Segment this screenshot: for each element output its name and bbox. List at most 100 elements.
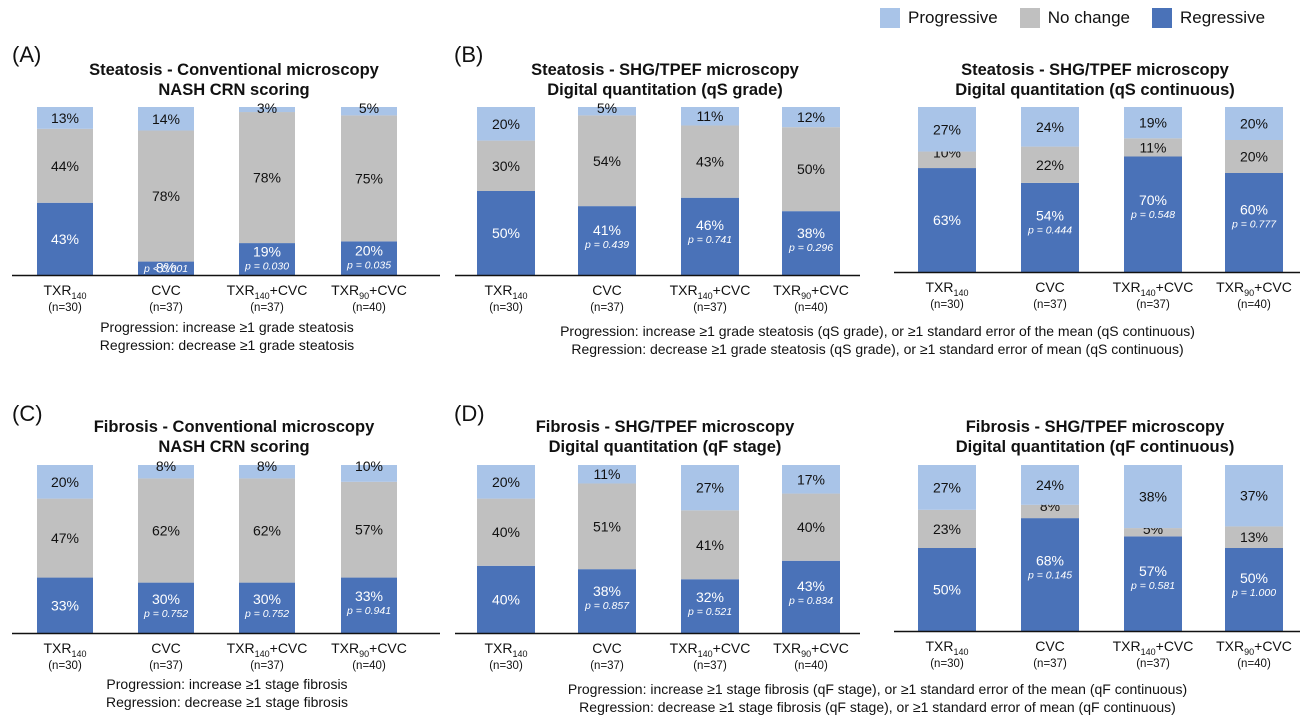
tick-label-n: (n=40) xyxy=(1237,658,1271,670)
bar-segment-no-change xyxy=(477,498,535,566)
bar-segment-no-change xyxy=(681,510,739,580)
chart-a1-title: Steatosis - Conventional microscopy NASH… xyxy=(44,60,424,100)
bar-segment-no-change xyxy=(477,140,535,191)
data-label: 41% xyxy=(593,222,621,238)
tick-label-n: (n=37) xyxy=(250,660,284,672)
bar-segment-regressive xyxy=(1021,518,1079,631)
data-label: 19% xyxy=(253,243,281,259)
footnote-a-progression: Progression: increase ≥1 grade steatosis xyxy=(100,319,354,335)
bar-segment-no-change xyxy=(341,115,397,242)
tick-label: CVC xyxy=(151,282,181,298)
bar-segment-no-change xyxy=(1021,504,1079,519)
bar-segment-progressive xyxy=(37,465,93,499)
chart-b2-title-line-2: Digital quantitation (qS continuous) xyxy=(955,81,1235,99)
chart-b2-title: Steatosis - SHG/TPEF microscopy Digital … xyxy=(890,60,1300,100)
bar-segment-regressive xyxy=(918,168,976,272)
data-label: 75% xyxy=(355,170,383,186)
legend-label-regressive: Regressive xyxy=(1180,8,1266,27)
bar-segment-no-change xyxy=(37,498,93,578)
data-label: 24% xyxy=(1036,477,1064,493)
data-label: 40% xyxy=(797,519,825,535)
tick-label-n: (n=30) xyxy=(48,660,82,672)
tick-label-n: (n=40) xyxy=(352,302,386,314)
bar-segment-no-change xyxy=(1124,138,1182,157)
bar-segment-progressive xyxy=(477,465,535,499)
data-label: 47% xyxy=(51,530,79,546)
tick-label-n: (n=37) xyxy=(149,302,183,314)
chart-d2-title-line-2: Digital quantitation (qF continuous) xyxy=(955,438,1235,456)
bar-segment-regressive xyxy=(1225,548,1283,631)
panel-label-d: (D) xyxy=(454,401,485,426)
bar-segment-progressive xyxy=(1225,465,1283,527)
p-value-label: p = 0.145 xyxy=(1027,570,1072,582)
data-label: 23% xyxy=(933,521,961,537)
data-label: 37% xyxy=(1240,488,1268,504)
chart-a1-title-line-1: Steatosis - Conventional microscopy xyxy=(89,61,379,79)
chart-d1: 40% 40% 20% TXR140(n=30) 38%p = 0.857 51% 11% C… xyxy=(455,465,860,672)
tick-label: CVC xyxy=(151,640,181,656)
data-label: 17% xyxy=(797,471,825,487)
bar-segment-progressive xyxy=(782,465,840,494)
bar-segment-progressive xyxy=(578,465,636,484)
bar-segment-regressive xyxy=(341,241,397,275)
tick-label: CVC xyxy=(1035,638,1065,654)
bar-segment-regressive xyxy=(477,191,535,275)
data-label: 13% xyxy=(51,110,79,126)
data-label: 62% xyxy=(152,523,180,539)
data-label: 40% xyxy=(492,591,520,607)
tick-label: TXR140+CVC xyxy=(670,640,751,659)
chart-c1-title-line-2: NASH CRN scoring xyxy=(158,438,310,456)
data-label: 38% xyxy=(1139,489,1167,505)
bar-segment-regressive xyxy=(341,577,397,633)
bar-segment-progressive xyxy=(918,107,976,152)
bar-segment-progressive xyxy=(138,107,194,131)
bar-segment-no-change xyxy=(782,493,840,561)
bar-segment-no-change xyxy=(341,481,397,578)
data-label: 44% xyxy=(51,158,79,174)
data-label: 11% xyxy=(594,466,621,482)
data-label: 78% xyxy=(152,188,180,204)
tick-label: TXR140 xyxy=(484,282,527,301)
bar-segment-regressive xyxy=(578,206,636,275)
data-label: 51% xyxy=(593,518,621,534)
tick-label-n: (n=37) xyxy=(1033,299,1067,311)
tick-label: TXR90+CVC xyxy=(773,282,849,301)
chart-b2: 63%10%27%TXR140(n=30)54%p = 0.44422%24%C… xyxy=(894,107,1300,311)
data-label: 22% xyxy=(1036,157,1064,173)
data-label: 11% xyxy=(1140,139,1167,155)
p-value-label: p = 0.752 xyxy=(143,608,188,620)
legend-item-no-change: No change xyxy=(1019,8,1130,28)
p-value-label: p = 0.521 xyxy=(687,606,732,618)
data-label: 30% xyxy=(253,591,281,607)
chart-b2-title-line-1: Steatosis - SHG/TPEF microscopy xyxy=(961,61,1229,79)
tick-label: TXR140+CVC xyxy=(227,282,308,301)
tick-label: TXR90+CVC xyxy=(1216,279,1292,298)
chart-b1-title-line-1: Steatosis - SHG/TPEF microscopy xyxy=(531,61,799,79)
data-label: 62% xyxy=(253,523,281,539)
bar-segment-no-change xyxy=(578,115,636,207)
bar-segment-progressive xyxy=(239,107,295,113)
tick-label: TXR140 xyxy=(925,638,968,657)
p-value-label: p = 0.941 xyxy=(346,605,391,617)
tick-label-n: (n=37) xyxy=(1136,658,1170,670)
legend-label-progressive: Progressive xyxy=(908,8,998,27)
bar-segment-regressive xyxy=(1124,156,1182,272)
p-value-label: p = 0.857 xyxy=(584,600,630,612)
chart-d1-title: Fibrosis - SHG/TPEF microscopy Digital q… xyxy=(455,417,875,457)
panel-label-b: (B) xyxy=(454,42,484,67)
bar-segment-progressive xyxy=(681,107,739,126)
data-label: 5% xyxy=(597,100,617,116)
p-value-label: p = 1.000 xyxy=(1231,587,1276,599)
progressive-swatch-icon xyxy=(880,8,900,28)
chart-b1: 50% 30% 20% TXR140(n=30) 41%p = 0.439 54% 5% CV… xyxy=(455,100,860,314)
bar-segment-no-change xyxy=(1021,146,1079,183)
data-label: 30% xyxy=(492,158,520,174)
bar-segment-regressive xyxy=(681,197,739,275)
data-label: 68% xyxy=(1036,553,1064,569)
data-label: 3% xyxy=(257,100,277,116)
footnote-b-regression: Regression: decrease ≥1 grade steatosis … xyxy=(571,341,1184,357)
data-label: 19% xyxy=(1139,115,1167,131)
data-label: 50% xyxy=(492,225,520,241)
tick-label: TXR90+CVC xyxy=(773,640,849,659)
bar-segment-regressive xyxy=(1124,536,1182,631)
